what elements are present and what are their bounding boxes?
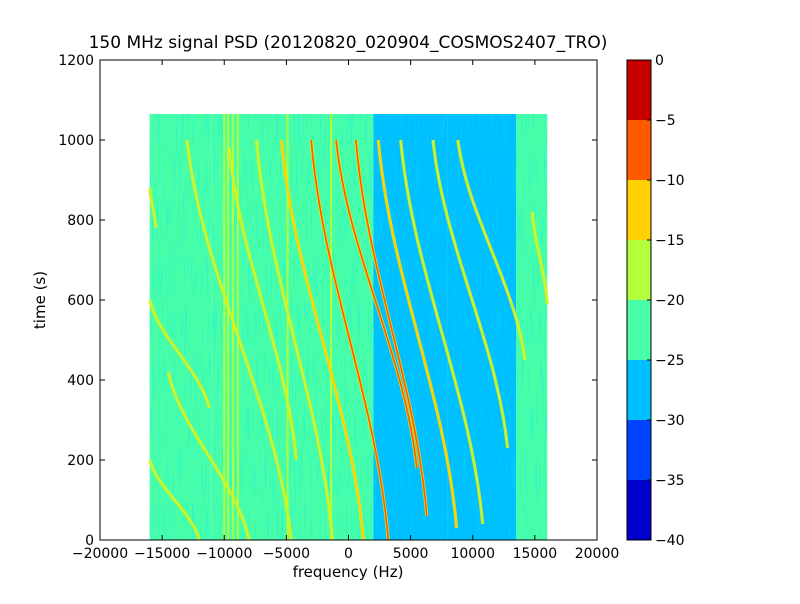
doppler-trace-11	[377, 139, 458, 529]
colorbar-tick-label-1: −35	[655, 473, 685, 489]
colorbar-swatch-7	[627, 60, 651, 120]
colorbar-tick-label-2: −30	[655, 413, 685, 429]
y-tick-label-1: 200	[67, 453, 94, 469]
colorbar-swatch-4	[627, 240, 651, 300]
colorbar: −40 −35 −30 −25 −20 −15 −10 −5 0	[626, 53, 685, 549]
colorbar-swatch-5	[627, 180, 651, 240]
x-axis-label: frequency (Hz)	[293, 563, 404, 581]
x-tick-label-8: 20000	[575, 546, 620, 562]
y-axis-label: time (s)	[31, 271, 49, 329]
doppler-trace-15	[531, 211, 549, 305]
x-tick-label-7: 15000	[513, 546, 558, 562]
colorbar-swatch-0	[627, 480, 651, 540]
colorbar-tick-label-8: 0	[655, 53, 664, 69]
colorbar-tick-label-3: −25	[655, 353, 685, 369]
colorbar-swatch-1	[627, 420, 651, 480]
doppler-traces-layer	[148, 139, 549, 540]
y-tick-label-5: 1000	[58, 133, 94, 149]
carrier-lines-layer	[223, 114, 333, 540]
x-tick-label-3: −5000	[263, 546, 310, 562]
colorbar-swatch-6	[627, 120, 651, 180]
x-tick-label-5: 5000	[393, 546, 429, 562]
doppler-trace-2	[148, 459, 201, 540]
x-tick-label-1: −15000	[134, 546, 190, 562]
doppler-trace-12	[399, 139, 484, 525]
doppler-trace-3	[167, 371, 250, 540]
y-tick-label-4: 800	[67, 213, 94, 229]
doppler-trace-10	[355, 139, 428, 517]
x-tick-label-6: 10000	[450, 546, 495, 562]
psd-noise	[149, 114, 548, 540]
colorbar-tick-label-4: −20	[655, 293, 685, 309]
y-tick-label-0: 0	[85, 533, 94, 549]
y-tick-label-3: 600	[67, 293, 94, 309]
doppler-trace-4	[186, 139, 293, 540]
chart-title: 150 MHz signal PSD (20120820_020904_COSM…	[89, 33, 608, 53]
colorbar-tick-label-6: −10	[655, 173, 685, 189]
doppler-trace-14	[457, 139, 526, 361]
doppler-trace-13	[432, 139, 509, 449]
doppler-trace-1	[148, 299, 211, 409]
doppler-trace-0	[148, 187, 157, 229]
x-tick-label-2: −10000	[196, 546, 252, 562]
y-tick-label-2: 400	[67, 373, 94, 389]
doppler-trace-8	[310, 139, 390, 540]
colorbar-swatch-3	[627, 300, 651, 360]
colorbar-tick-label-7: −5	[655, 113, 676, 129]
doppler-trace-7	[280, 139, 365, 540]
doppler-trace-5	[228, 147, 298, 461]
x-tick-label-0: −20000	[72, 546, 128, 562]
colorbar-tick-label-0: −40	[655, 533, 685, 549]
colorbar-swatch-2	[627, 360, 651, 420]
x-tick-label-4: 0	[344, 546, 353, 562]
x-axis: −20000 −15000 −10000 −5000 0 5000 10000 15000 20…	[72, 60, 619, 562]
y-tick-label-6: 1200	[58, 53, 94, 69]
doppler-trace-6	[255, 139, 334, 540]
y-axis: 0 200 400 600 800 1000 1200	[58, 53, 597, 549]
doppler-trace-9	[335, 139, 418, 469]
noise-texture	[149, 114, 548, 540]
colorbar-tick-label-5: −15	[655, 233, 685, 249]
